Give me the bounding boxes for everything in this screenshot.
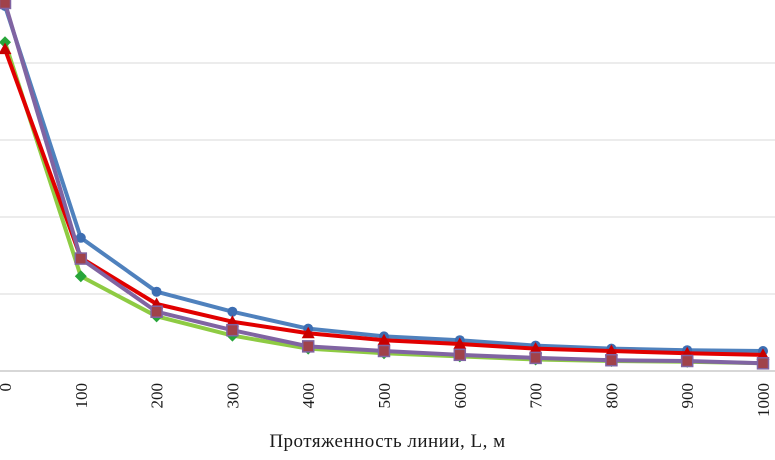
x-tick-label: 400 — [299, 383, 318, 409]
series-green-diamond-line — [3, 40, 765, 366]
series-purple-square-marker — [226, 323, 239, 337]
series-purple-square-marker — [529, 351, 542, 365]
series-purple-square-marker — [605, 353, 618, 367]
x-tick-label: 200 — [148, 383, 167, 409]
x-tick-label: 500 — [375, 383, 394, 409]
series-purple-square-marker — [377, 344, 391, 358]
series-red-triangle-marker — [0, 42, 12, 55]
series-purple-square-marker — [680, 354, 694, 368]
series-red-triangle-marker — [453, 337, 467, 350]
series-purple-square-marker — [150, 305, 163, 318]
x-tick-label: 700 — [527, 383, 546, 409]
series-red-triangle-marker — [225, 315, 239, 327]
series-red-triangle-line — [3, 47, 765, 357]
series-blue-circle-marker — [75, 232, 86, 243]
series-purple-square-marker — [756, 357, 770, 370]
series-red-triangle-marker — [301, 326, 315, 339]
series-purple-square-marker — [301, 340, 315, 353]
x-tick-label: 800 — [602, 383, 621, 409]
series-blue-circle-line — [3, 4, 765, 353]
x-tick-label: 1000 — [754, 383, 773, 417]
series-purple-square-line — [3, 0, 765, 366]
series-purple-square-marker — [0, 0, 12, 10]
series-purple-square-marker — [453, 348, 467, 362]
series-red-triangle-marker — [529, 342, 543, 354]
series-green-diamond-marker — [74, 270, 87, 283]
x-axis-title: Протяженность линии, L, м — [269, 431, 506, 452]
series-red-triangle-marker — [377, 333, 391, 346]
x-tick-label: 600 — [451, 383, 470, 409]
x-tick-label: 300 — [223, 383, 242, 409]
x-tick-label: 900 — [678, 383, 697, 409]
series-red-triangle-marker — [604, 344, 618, 356]
series-red-triangle-marker — [756, 348, 770, 360]
x-tick-label: 0 — [0, 383, 15, 392]
series-blue-circle-marker — [151, 286, 162, 297]
x-tick-label: 100 — [72, 383, 91, 409]
series-purple-square-marker — [74, 252, 88, 265]
series-blue-circle-marker — [227, 306, 238, 317]
series-green-diamond-marker — [0, 36, 11, 49]
